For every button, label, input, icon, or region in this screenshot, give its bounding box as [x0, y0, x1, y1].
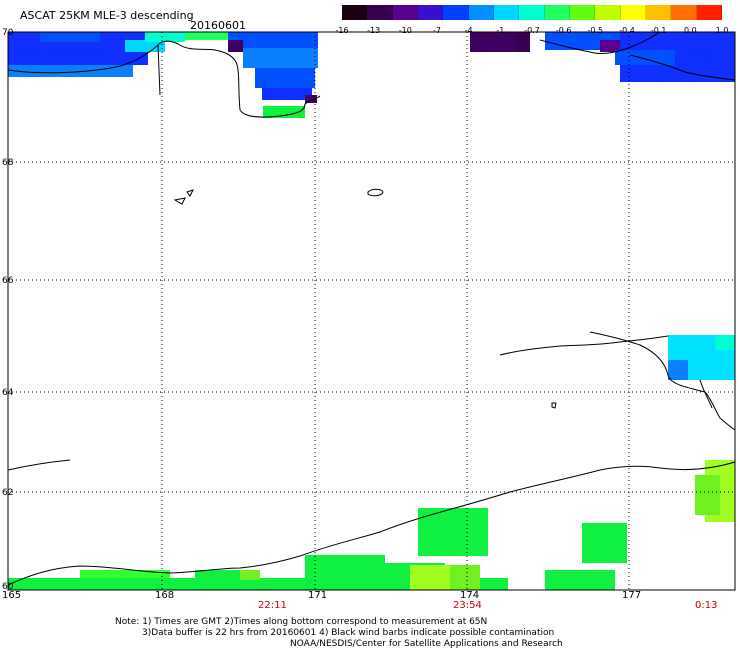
colorbar-swatch-3 — [417, 5, 444, 20]
swath-southeast-green — [695, 460, 735, 522]
colorbar-swatch-5 — [468, 5, 494, 20]
time-label-1: 22:11 — [258, 600, 287, 611]
lat-label-70: 70 — [2, 28, 14, 38]
swath-south-green — [8, 508, 627, 590]
colorbar-swatch-2 — [392, 5, 418, 20]
colorbar-label-8: -0.5 — [587, 26, 604, 35]
colorbar-label-12: 1.0 — [715, 26, 729, 35]
swath-north-alaska — [228, 32, 318, 118]
lon-label-168: 168 — [155, 590, 175, 601]
lat-label-60: 60 — [2, 582, 14, 592]
colorbar-label-5: -1 — [496, 26, 505, 35]
colorbar-swatch-4 — [443, 5, 469, 20]
note-line-2: 3)Data buffer is 22 hrs from 20160601 4)… — [142, 628, 555, 638]
lat-label-64: 64 — [2, 388, 14, 398]
colorbar-swatch-0 — [342, 5, 368, 20]
colorbar-label-9: -0.4 — [619, 26, 635, 35]
lon-label-174: 174 — [460, 590, 480, 601]
colorbar-swatches — [342, 5, 722, 20]
figure-date: 20160601 — [190, 19, 246, 32]
map-frame — [7, 31, 736, 591]
lon-label-165: 165 — [2, 590, 22, 601]
colorbar-label-11: 0.0 — [683, 26, 697, 35]
colorbar-swatch-13 — [671, 5, 697, 20]
swath-east-cyan — [668, 335, 735, 380]
lat-label-62: 62 — [2, 488, 14, 498]
colorbar-swatch-10 — [595, 5, 621, 20]
colorbar-swatch-14 — [696, 5, 722, 20]
figure-title: ASCAT 25KM MLE-3 descending — [20, 9, 194, 22]
colorbar-swatch-6 — [493, 5, 520, 20]
colorbar-label-2: -10 — [398, 26, 412, 35]
colorbar-label-6: -0.7 — [524, 26, 540, 35]
colorbar-label-10: -0.1 — [650, 26, 667, 35]
lat-label-68: 68 — [2, 158, 14, 168]
colorbar-swatch-11 — [620, 5, 646, 20]
note-line-3: NOAA/NESDIS/Center for Satellite Applica… — [290, 639, 563, 649]
coastline — [7, 31, 736, 586]
time-label-3: 0:13 — [695, 600, 718, 611]
graticule — [8, 32, 735, 590]
note-line-1: Note: 1) Times are GMT 2)Times along bot… — [115, 617, 488, 627]
colorbar-swatch-9 — [569, 5, 596, 20]
lon-label-171: 171 — [308, 590, 328, 601]
lon-label-177: 177 — [622, 590, 642, 601]
colorbar-label-4: -4 — [464, 26, 473, 35]
colorbar-swatch-12 — [645, 5, 672, 20]
time-label-2: 23:54 — [453, 600, 482, 611]
colorbar-swatch-8 — [544, 5, 570, 20]
swath-northwest — [8, 32, 235, 77]
colorbar-label-3: -7 — [433, 26, 441, 35]
colorbar-swatch-1 — [367, 5, 393, 20]
colorbar-label-1: -13 — [367, 26, 381, 35]
colorbar-label-0: -16 — [335, 26, 349, 35]
lat-label-66: 66 — [2, 276, 14, 286]
colorbar-swatch-7 — [519, 5, 545, 20]
colorbar-label-7: -0.6 — [555, 26, 572, 35]
